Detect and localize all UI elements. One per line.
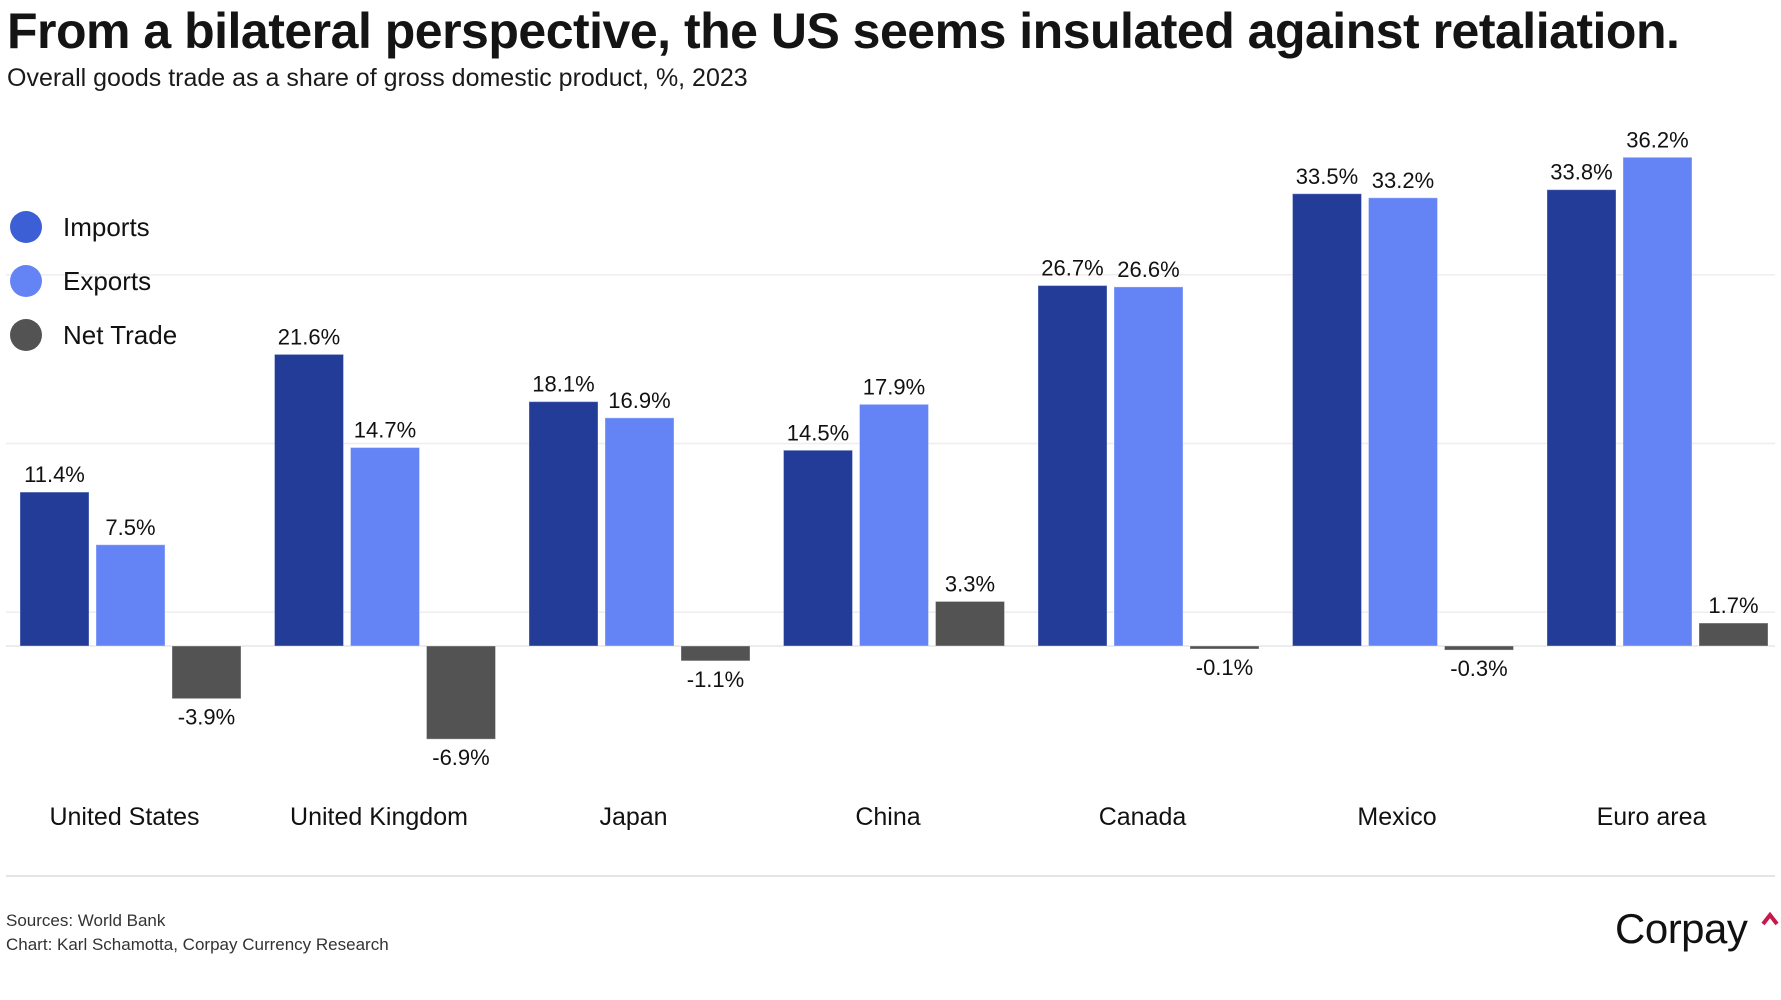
legend: Imports Exports Net Trade (10, 200, 177, 362)
data-label-imports: 33.5% (1296, 164, 1358, 189)
bar-net-trade (1189, 645, 1260, 650)
bar-exports (95, 544, 166, 647)
data-label-imports: 26.7% (1041, 256, 1103, 281)
chart-subtitle: Overall goods trade as a share of gross … (7, 64, 748, 92)
bar-imports (1546, 189, 1617, 647)
data-label-imports: 18.1% (532, 372, 594, 397)
data-label-exports: 14.7% (354, 418, 416, 443)
bar-imports (19, 491, 90, 647)
data-label-exports: 7.5% (105, 515, 155, 540)
corpay-logo: Corpay (1615, 905, 1748, 952)
bars (19, 156, 1769, 740)
bar-net-trade (1444, 645, 1514, 651)
bar-exports (1368, 197, 1438, 647)
bar-exports (350, 447, 420, 647)
bar-imports (783, 449, 853, 647)
caret-logo-icon (1761, 911, 1779, 926)
bar-exports (859, 403, 929, 647)
data-label-exports: 26.6% (1117, 257, 1179, 282)
legend-item-imports: Imports (10, 200, 177, 254)
credit-note: Chart: Karl Schamotta, Corpay Currency R… (6, 935, 389, 954)
data-label-exports: 17.9% (863, 374, 925, 399)
bar-imports (1037, 285, 1108, 647)
bar-exports (604, 417, 675, 647)
legend-item-exports: Exports (10, 254, 177, 308)
x-axis-label: Mexico (1357, 803, 1436, 831)
legend-label: Exports (63, 265, 152, 296)
chart-title: From a bilateral perspective, the US see… (7, 3, 1680, 59)
x-axis-label: China (855, 803, 920, 831)
legend-item-net-trade: Net Trade (10, 308, 177, 362)
footer-divider (6, 875, 1775, 877)
x-axis-label: Euro area (1597, 803, 1707, 831)
bar-imports (528, 401, 599, 647)
bar-net-trade (935, 600, 1005, 647)
bar-exports (1622, 156, 1693, 647)
data-label-exports: 36.2% (1626, 127, 1688, 152)
sources-note: Sources: World Bank (6, 911, 166, 930)
x-axis-labels: United States United Kingdom Japan China Can… (49, 803, 1706, 831)
x-axis-label: United States (49, 803, 199, 831)
data-label-net-trade: -6.9% (432, 745, 489, 770)
data-label-imports: 33.8% (1550, 160, 1612, 185)
bar-imports (274, 353, 344, 647)
data-label-net-trade: 3.3% (945, 571, 995, 596)
bar-net-trade (680, 645, 751, 662)
data-labels: 11.4% 7.5% -3.9% 21.6% 14.7% -6.9% 18.1% 16.9% -… (24, 127, 1758, 770)
legend-label: Imports (63, 211, 150, 242)
imports-swatch-icon (10, 211, 42, 243)
data-label-exports: 16.9% (608, 388, 670, 413)
data-label-net-trade: -0.1% (1196, 655, 1253, 680)
bar-imports (1292, 193, 1362, 647)
bar-net-trade (171, 645, 242, 700)
x-axis-label: Canada (1099, 803, 1187, 831)
data-label-net-trade: -0.3% (1450, 656, 1507, 681)
data-label-imports: 14.5% (787, 420, 849, 445)
data-label-exports: 33.2% (1372, 168, 1434, 193)
legend-label: Net Trade (63, 319, 178, 350)
bar-chart: 11.4% 7.5% -3.9% 21.6% 14.7% -6.9% 18.1% 16.9% -… (6, 127, 1775, 831)
net-trade-swatch-icon (10, 319, 42, 351)
data-label-imports: 11.4% (24, 462, 85, 487)
x-axis-label: United Kingdom (290, 803, 468, 831)
data-label-imports: 21.6% (278, 324, 340, 349)
data-label-net-trade: 1.7% (1708, 593, 1758, 618)
data-label-net-trade: -1.1% (687, 667, 744, 692)
data-label-net-trade: -3.9% (178, 705, 235, 730)
exports-swatch-icon (10, 265, 42, 297)
bar-exports (1113, 286, 1184, 647)
bar-net-trade (1698, 622, 1769, 647)
bar-net-trade (426, 645, 496, 740)
x-axis-label: Japan (599, 803, 667, 831)
